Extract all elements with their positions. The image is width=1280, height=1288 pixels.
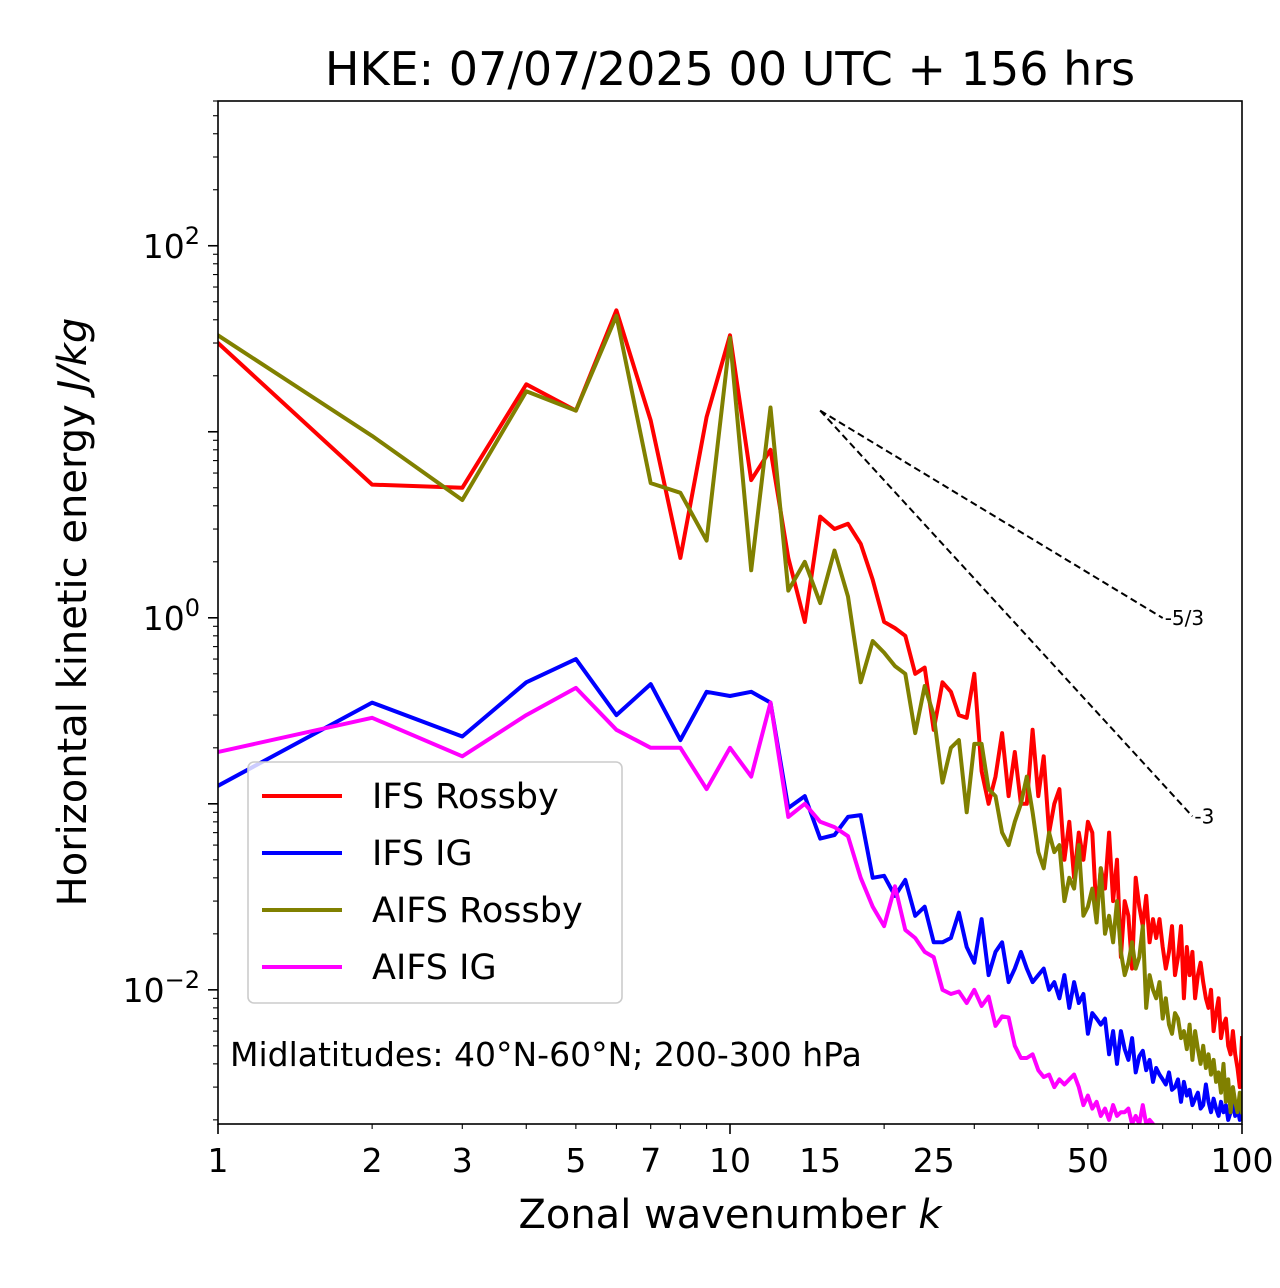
x-tick-label: 50: [1067, 1141, 1109, 1180]
legend-box: [247, 761, 623, 1004]
x-tick-label: 2: [362, 1141, 383, 1180]
legend: IFS Rossby IFS IG AIFS Rossby AIFS IG: [247, 761, 623, 1004]
x-axis-label-text: Zonal wavenumber: [518, 1192, 906, 1238]
x-tick-label: 25: [913, 1141, 955, 1180]
x-axis-label: Zonal wavenumber k: [518, 1192, 943, 1238]
x-tick-label: 5: [565, 1141, 586, 1180]
x-tick-label: 10: [709, 1141, 751, 1180]
series-line-aifs-rossby: [218, 313, 1242, 1115]
y-axis-label: Horizontal kinetic energy J/kg: [50, 318, 96, 907]
y-axis-label-unit: J/kg: [50, 318, 96, 399]
x-tick-label: 3: [452, 1141, 473, 1180]
series-line-aifs-ig: [218, 685, 1156, 1124]
reference-slope-layer: -5/3 -3: [819, 409, 1214, 828]
legend-label: AIFS Rossby: [372, 891, 583, 931]
y-axis-ticks: 10−2 100 102: [123, 100, 218, 1121]
x-tick-label: 15: [799, 1141, 841, 1180]
reference-slope-line: [819, 409, 1194, 817]
region-annotation: Midlatitudes: 40°N-60°N; 200-300 hPa: [230, 1035, 862, 1074]
series-line-ifs-ig: [218, 657, 1242, 1122]
legend-label: AIFS IG: [372, 948, 497, 988]
legend-label: IFS IG: [372, 834, 473, 874]
legend-entries: IFS Rossby IFS IG AIFS Rossby AIFS IG: [262, 777, 583, 988]
x-tick-label: 1: [208, 1141, 229, 1180]
reference-slope-label: -5/3: [1165, 606, 1204, 630]
y-tick-label: 10−2: [123, 966, 200, 1010]
x-tick-label: 100: [1211, 1141, 1274, 1180]
y-tick-label: 102: [143, 222, 200, 266]
y-axis-label-text: Horizontal kinetic energy: [50, 404, 96, 906]
chart-title: HKE: 07/07/2025 00 UTC + 156 hrs: [325, 42, 1135, 96]
x-tick-label: 7: [640, 1141, 661, 1180]
x-axis-ticks: 1 2 3 5 7 10 15 25 50 100: [208, 1124, 1274, 1180]
x-axis-label-var: k: [918, 1192, 943, 1238]
series-line-ifs-rossby: [218, 308, 1242, 1090]
legend-label: IFS Rossby: [372, 777, 559, 817]
reference-slope-line: [819, 409, 1164, 619]
series-layer: [218, 308, 1242, 1124]
y-tick-label: 100: [143, 594, 200, 638]
reference-slope-label: -3: [1194, 804, 1214, 828]
